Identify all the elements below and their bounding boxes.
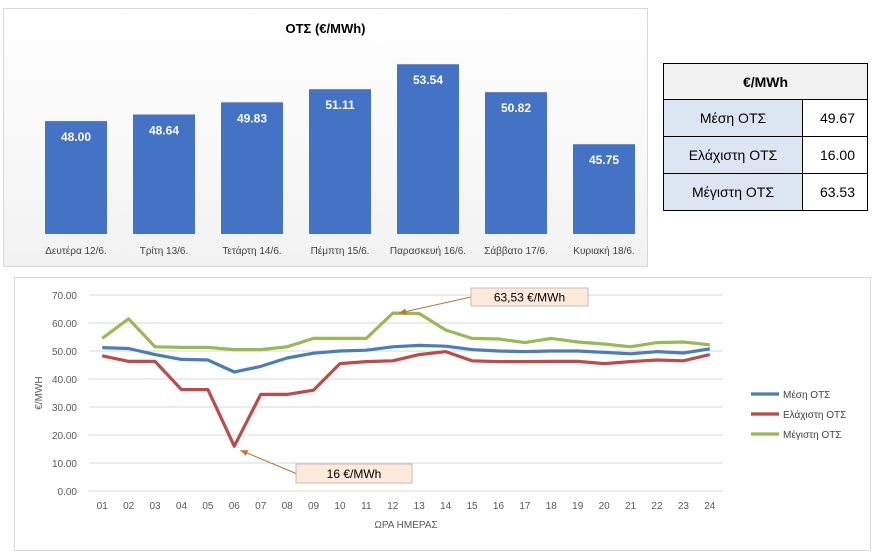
stats-value-min: 16.00 [802,136,868,174]
bar-category-label: Πέμπτη 15/6. [311,245,370,257]
bar-category-label: Παρασκευή 16/6. [390,245,466,257]
bar-chart: 48.00 Δευτέρα 12/6. 48.64 Τρίτη 13/6. 49.83 Τ… [45,64,635,257]
callout-arrowhead [398,308,407,315]
series-line [102,343,711,374]
bar [45,121,107,234]
series-line [101,311,710,352]
y-tick-label: 50.00 [52,347,77,358]
x-tick-label: 21 [625,501,637,512]
stats-value-mean: 49.67 [802,99,868,137]
x-tick-label: 14 [440,501,452,512]
x-tick-label: 06 [229,501,241,512]
x-tick-label: 24 [704,501,716,512]
bar [309,89,371,234]
x-tick-label: 10 [334,501,346,512]
y-tick-label: 20.00 [52,431,77,442]
x-tick-label: 15 [466,501,478,512]
callout-arrowhead [240,450,249,456]
x-tick-label: 16 [493,501,505,512]
x-tick-label: 05 [202,501,214,512]
legend-label: Ελάχιστη ΟΤΣ [783,409,846,421]
bar-category-label: Κυριακή 18/6. [573,245,634,257]
bar [397,64,459,234]
stats-row-mean: Μέση ΟΤΣ 49.67 [663,99,868,137]
y-tick-label: 30.00 [52,403,77,414]
callout-arrow [240,449,297,474]
line-chart: 0.00 10.00 20.00 30.00 40.00 50.00 60.00 70.00 0… [34,287,846,531]
x-tick-label: 19 [572,501,584,512]
stats-row-min: Ελάχιστη ΟΤΣ 16.00 [663,136,868,174]
bar [133,114,195,234]
x-tick-label: 08 [282,501,294,512]
bar-value-label: 51.11 [325,98,355,112]
y-tick-label: 10.00 [52,459,77,470]
x-tick-label: 11 [361,501,372,512]
bar-value-label: 49.83 [237,111,267,125]
stats-label-mean: Μέση ΟΤΣ [663,99,803,137]
x-tick-label: 18 [546,501,558,512]
y-tick-label: 40.00 [52,375,77,386]
bar [573,144,635,234]
bar-value-label: 48.64 [149,124,179,138]
y-tick-label: 0.00 [58,487,78,498]
callout-box [295,463,413,484]
x-tick-label: 23 [678,501,690,512]
bar-chart-title: ΟΤΣ (€/MWh) [285,21,366,36]
stats-label-max: Μέγιστη ΟΤΣ [663,173,803,211]
bar [221,102,283,234]
bar-value-label: 53.54 [413,73,443,87]
x-tick-label: 04 [176,501,188,512]
legend-label: Μέγιστη ΟΤΣ [783,429,842,441]
x-axis-label: ΩΡΑ ΗΜΕΡΑΣ [374,520,437,531]
bar-value-label: 48.00 [61,130,91,144]
callout-label: 63,53 €/MWh [494,291,565,305]
bar-category-label: Τρίτη 13/6. [140,245,189,257]
bar-category-label: Δευτέρα 12/6. [45,245,107,257]
y-axis-label: €/MWH [34,376,45,409]
stats-row-max: Μέγιστη ΟΤΣ 63.53 [663,173,868,211]
bar [485,92,547,235]
x-tick-label: 12 [387,501,399,512]
stats-header-row: €/MWh [663,63,868,100]
callout-arrow [398,296,472,314]
x-tick-label: 22 [651,501,663,512]
legend-label: Μέση ΟΤΣ [783,389,830,401]
stats-value-max: 63.53 [802,173,868,211]
bar-chart-panel: ΟΤΣ (€/MWh) 48.00 Δευτέρα 12/6. 48.64 Τρίτη… [3,8,648,267]
stats-label-min: Ελάχιστη ΟΤΣ [663,136,803,174]
stats-header: €/MWh [663,63,868,100]
bar-value-label: 45.75 [589,153,619,167]
x-tick-label: 17 [519,501,531,512]
x-tick-label: 09 [308,501,320,512]
x-tick-label: 13 [414,501,426,512]
x-tick-label: 01 [97,501,109,512]
x-tick-label: 20 [599,501,611,512]
y-tick-label: 70.00 [52,291,77,302]
x-tick-label: 07 [255,501,267,512]
bar-category-label: Σάββατο 17/6. [484,245,548,257]
series-line [101,349,711,448]
bar-category-label: Τετάρτη 14/6. [222,245,281,257]
y-tick-label: 60.00 [52,319,77,330]
bar-value-label: 50.82 [501,101,531,115]
x-tick-label: 02 [123,501,135,512]
x-tick-label: 03 [149,501,161,512]
stats-table: €/MWh Μέση ΟΤΣ 49.67 Ελάχιστη ΟΤΣ 16.00 … [663,63,868,211]
callout-box [470,287,589,307]
callout-label: 16 €/MWh [327,467,382,481]
line-chart-panel: 0.00 10.00 20.00 30.00 40.00 50.00 60.00 70.00 0… [14,277,871,551]
